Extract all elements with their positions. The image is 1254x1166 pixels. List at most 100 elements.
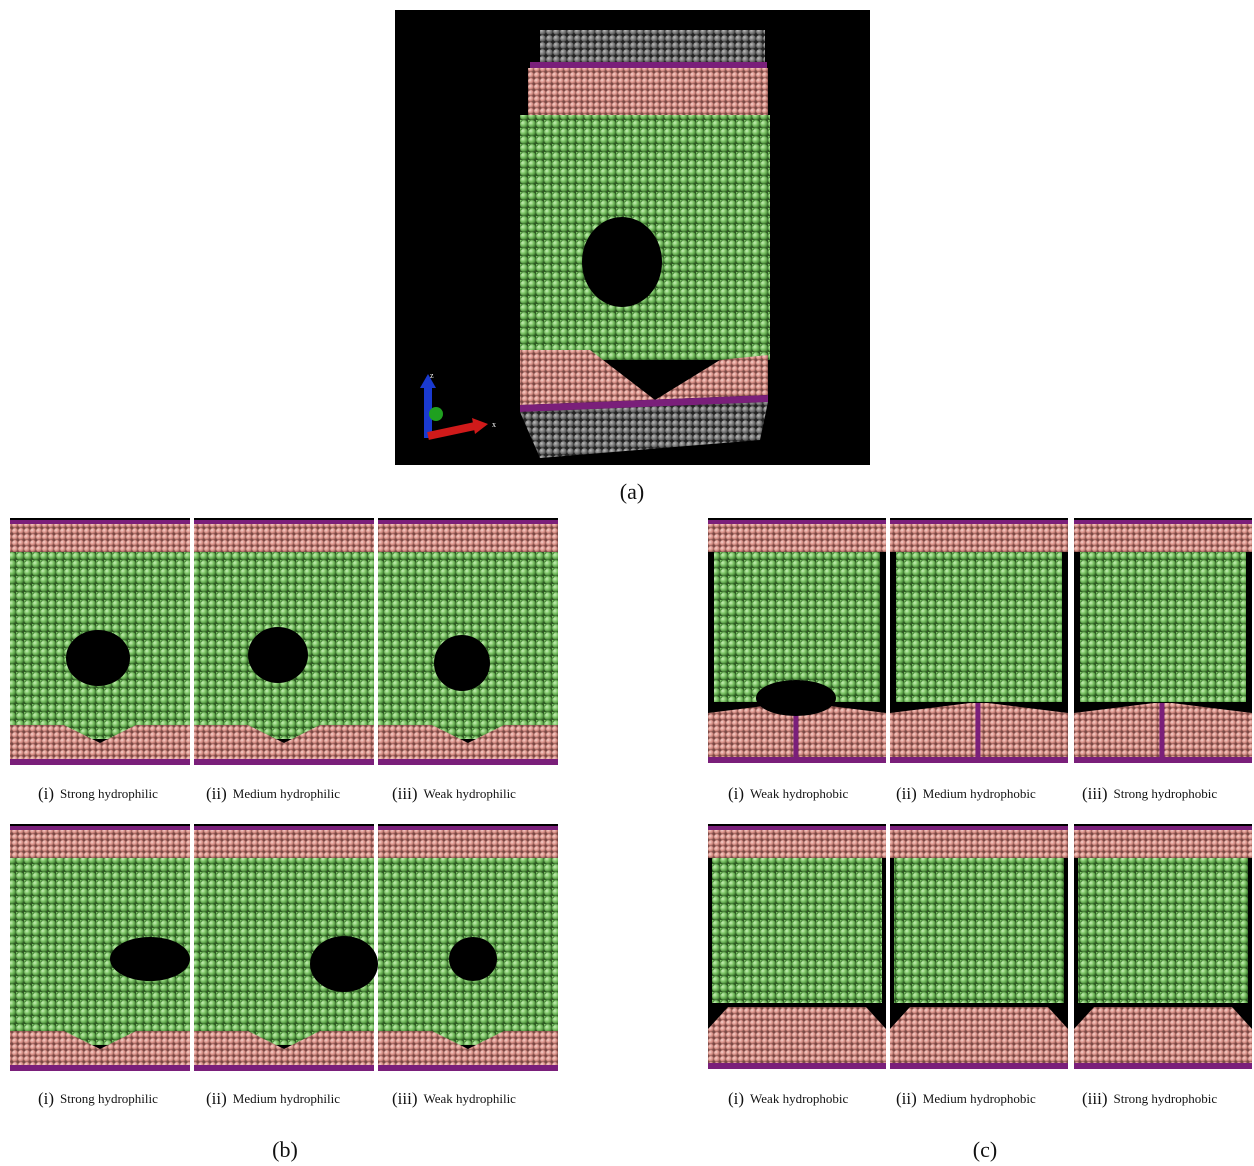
axis-label: z: [430, 371, 434, 380]
caption-numeral: (ii): [206, 784, 227, 803]
caption-text: Medium hydrophilic: [233, 1091, 340, 1106]
bottom-wall: [194, 1065, 374, 1071]
top-wall: [890, 524, 1068, 552]
top-wall: [194, 830, 374, 858]
caption: (iii) Strong hydrophobic: [1082, 784, 1217, 803]
caption-numeral: (iii): [1082, 1089, 1108, 1108]
top-wall: [10, 826, 190, 830]
simulation-image: [1074, 518, 1252, 763]
liquid: [894, 858, 1064, 1003]
bottom-wall: [378, 759, 558, 765]
caption-numeral: (iii): [1082, 784, 1108, 803]
caption: (ii) Medium hydrophobic: [896, 784, 1036, 803]
simulation-image: [378, 824, 558, 1071]
caption: (iii) Weak hydrophilic: [392, 1089, 516, 1108]
liquid: [896, 552, 1062, 702]
bottom-wall: [10, 1065, 190, 1071]
bottom-wall: [890, 1007, 1068, 1063]
caption-text: Strong hydrophilic: [60, 1091, 158, 1106]
cavity: [66, 630, 130, 686]
top-wall: [1074, 524, 1252, 552]
bottom-wall: [890, 1063, 1068, 1069]
caption-numeral: (i): [38, 784, 54, 803]
top-wall: [378, 524, 558, 552]
top-wall: [10, 524, 190, 552]
caption-numeral: (iii): [392, 1089, 418, 1108]
simulation-image: [194, 824, 378, 1071]
top-wall: [194, 826, 374, 830]
bottom-wall: [890, 757, 1068, 763]
caption: (i) Weak hydrophobic: [728, 784, 849, 803]
caption-numeral: (ii): [896, 1089, 917, 1108]
caption: (iii) Strong hydrophobic: [1082, 1089, 1217, 1108]
cavity: [310, 936, 378, 992]
caption: (ii) Medium hydrophilic: [206, 1089, 340, 1108]
caption-text: Weak hydrophobic: [750, 1091, 848, 1106]
groove: [1159, 703, 1164, 757]
caption-text: Strong hydrophobic: [1114, 1091, 1218, 1106]
bottom-wall: [1074, 1007, 1252, 1063]
caption: (ii) Medium hydrophobic: [896, 1089, 1036, 1108]
page: z x (a) (b) (c) (i) Strong hydrophilic (ii…: [0, 0, 1254, 1166]
caption-text: Medium hydrophobic: [923, 786, 1036, 801]
bottom-wall: [194, 759, 374, 765]
bottom-wall: [378, 1065, 558, 1071]
top-wall: [378, 830, 558, 858]
panel-a-image: [395, 10, 870, 465]
caption-text: Medium hydrophobic: [923, 1091, 1036, 1106]
bottom-wall: [708, 1063, 886, 1069]
simulation-image: [10, 518, 190, 765]
caption-numeral: (i): [728, 784, 744, 803]
top-wall: [708, 830, 886, 858]
top-wall: [194, 520, 374, 524]
top-wall: [10, 830, 190, 858]
cavity: [110, 937, 190, 981]
liquid: [1080, 552, 1246, 702]
top-wall: [1074, 826, 1252, 830]
top-wall: [890, 826, 1068, 830]
panel-label: (c): [973, 1137, 997, 1162]
top-wall: [194, 524, 374, 552]
bottom-wall: [1074, 1063, 1252, 1069]
caption: (i)Strong hydrophilic: [38, 784, 158, 803]
simulation-image: [708, 518, 886, 763]
liquid: [712, 858, 882, 1003]
simulation-image: [1074, 824, 1252, 1069]
caption-numeral: (ii): [206, 1089, 227, 1108]
caption-numeral: (i): [38, 1089, 54, 1108]
bottom-wall: [10, 759, 190, 765]
simulation-image: [708, 824, 886, 1069]
caption: (i) Strong hydrophilic: [38, 1089, 158, 1108]
top-wall: [890, 520, 1068, 524]
top-wall: [378, 520, 558, 524]
simulation-image: [194, 518, 374, 765]
caption-text: Medium hydrophilic: [233, 786, 340, 801]
top-wall: [708, 520, 886, 524]
top-wall: [890, 830, 1068, 858]
caption-text: Weak hydrophilic: [424, 1091, 517, 1106]
top-wall: [378, 826, 558, 830]
top-wall: [1074, 520, 1252, 524]
caption-text: Weak hydrophilic: [424, 786, 517, 801]
caption: (iii)Weak hydrophilic: [392, 784, 516, 803]
top-wall: [10, 520, 190, 524]
caption: (i)Weak hydrophobic: [728, 1089, 849, 1108]
panel-label: (b): [272, 1137, 298, 1162]
caption-text: Weak hydrophobic: [750, 786, 848, 801]
figure: z x (a) (b) (c) (i) Strong hydrophilic (ii…: [0, 0, 1254, 1166]
cavity: [434, 635, 490, 691]
axis-label: x: [492, 420, 496, 429]
top-wall: [708, 826, 886, 830]
cavity: [449, 937, 497, 981]
caption-numeral: (ii): [896, 784, 917, 803]
simulation-image: [890, 518, 1068, 763]
top-wall: [708, 524, 886, 552]
caption-text: Strong hydrophobic: [1114, 786, 1218, 801]
panel-label: (a): [620, 479, 644, 504]
cavity: [756, 680, 836, 716]
bottom-wall: [708, 1007, 886, 1063]
simulation-image: [10, 824, 190, 1071]
simulation-image: [890, 824, 1068, 1069]
cavity: [248, 627, 308, 683]
top-wall: [1074, 830, 1252, 858]
